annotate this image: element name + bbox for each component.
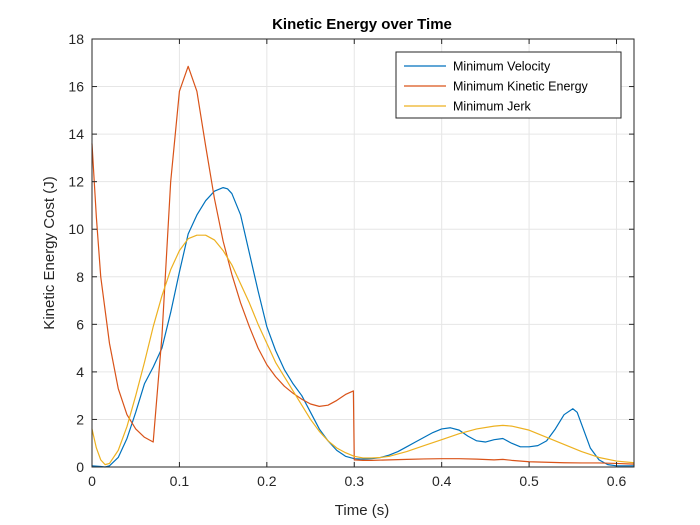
legend-label-2: Minimum Jerk — [453, 100, 532, 114]
series-line-1 — [91, 65, 635, 465]
x-tick-label-1: 0.1 — [170, 473, 190, 489]
y-tick-label-4: 8 — [76, 269, 84, 285]
chart-title: Kinetic Energy over Time — [272, 16, 452, 33]
y-axis-label: Kinetic Energy Cost (J) — [41, 176, 58, 329]
x-axis-label: Time (s) — [335, 502, 389, 519]
x-tick-label-2: 0.2 — [257, 473, 277, 489]
legend-box — [395, 51, 622, 119]
y-tick-label-9: 18 — [68, 31, 84, 47]
axes — [91, 38, 635, 468]
x-tick-label-3: 0.3 — [345, 473, 365, 489]
x-tick-label-5: 0.5 — [519, 473, 539, 489]
x-tick-label-4: 0.4 — [432, 473, 452, 489]
legend-label-0: Minimum Velocity — [453, 60, 551, 74]
series-layer — [91, 65, 635, 468]
y-tick-label-1: 2 — [76, 411, 84, 427]
y-tick-label-5: 10 — [68, 221, 84, 237]
series-line-2 — [91, 234, 635, 466]
axes-box — [91, 38, 635, 468]
y-tick-label-6: 12 — [68, 174, 84, 190]
x-tick-label-0: 0 — [88, 473, 96, 489]
y-tick-label-3: 6 — [76, 316, 84, 332]
tick-labels: 0 0.1 0.2 0.3 0.4 0.5 0.6 0 2 4 6 8 10 12 14 16 18 — [68, 31, 626, 489]
series-line-0 — [91, 187, 635, 468]
legend: Minimum Velocity Minimum Kinetic Energy Mi… — [395, 51, 622, 119]
y-tick-label-8: 16 — [68, 79, 84, 95]
legend-label-1: Minimum Kinetic Energy — [453, 80, 589, 94]
x-tick-label-6: 0.6 — [607, 473, 627, 489]
y-tick-label-2: 4 — [76, 364, 84, 380]
y-tick-label-7: 14 — [68, 126, 84, 142]
y-tick-label-0: 0 — [76, 459, 84, 475]
